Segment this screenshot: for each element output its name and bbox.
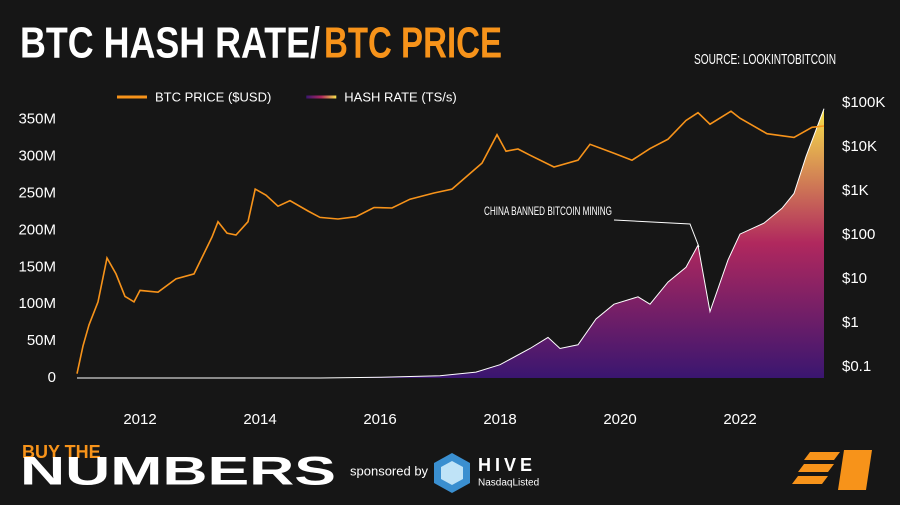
plot-area xyxy=(76,108,825,379)
annotation: CHINA BANNED BITCOIN MINING xyxy=(484,204,612,218)
brand-main: NUMBERS xyxy=(20,450,336,494)
y-tick-label: 200M xyxy=(18,221,56,238)
brand-top: BUY THE xyxy=(22,442,101,462)
chart-title-highlight: BTC PRICE xyxy=(324,19,502,68)
y-tick-label: 250M xyxy=(18,185,56,202)
legend-label: HASH RATE (TS/s) xyxy=(344,89,456,104)
sponsor-icon-inner xyxy=(441,461,463,485)
y2-tick-label: $100K xyxy=(842,94,885,111)
y2-tick-label: $10 xyxy=(842,270,867,287)
price-line xyxy=(76,110,825,374)
y2-tick-label: $100 xyxy=(842,226,875,243)
annotation-leader xyxy=(613,219,700,248)
legend: BTC PRICE ($USD) HASH RATE (TS/s) xyxy=(117,89,457,104)
y2-tick-label: $1 xyxy=(842,314,859,331)
logo-stripe xyxy=(804,452,840,460)
x-tick-label: 2016 xyxy=(363,411,396,428)
sponsor-name: HIVE xyxy=(478,455,536,475)
chart-title: BTC HASH RATE/ xyxy=(20,19,320,68)
sponsor-sub: NasdaqListed xyxy=(478,478,539,489)
logo xyxy=(792,450,872,490)
source: SOURCE: LOOKINTOBITCOIN xyxy=(694,51,836,68)
x-tick-label: 2018 xyxy=(483,411,516,428)
y-tick-label: 300M xyxy=(18,148,56,165)
y-tick-label: 50M xyxy=(27,332,56,349)
y-tick-label: 350M xyxy=(18,111,56,128)
y-tick-label: 0 xyxy=(48,369,56,386)
logo-block xyxy=(838,450,872,490)
y-tick-label: 150M xyxy=(18,258,56,275)
x-tick-label: 2022 xyxy=(723,411,756,428)
hash-line xyxy=(77,108,825,379)
y-tick-label: 100M xyxy=(18,295,56,312)
y2-tick-label: $1K xyxy=(842,182,869,199)
x-tick-label: 2020 xyxy=(603,411,636,428)
x-tick-label: 2012 xyxy=(123,411,156,428)
logo-stripe xyxy=(798,464,834,472)
x-tick-label: 2014 xyxy=(243,411,276,428)
sponsored-by: sponsored by xyxy=(350,463,429,478)
legend-label: BTC PRICE ($USD) xyxy=(155,89,271,104)
hash-area xyxy=(77,108,824,378)
logo-stripe xyxy=(792,476,828,484)
y2-tick-label: $10K xyxy=(842,138,877,155)
y2-tick-label: $0.1 xyxy=(842,358,871,375)
